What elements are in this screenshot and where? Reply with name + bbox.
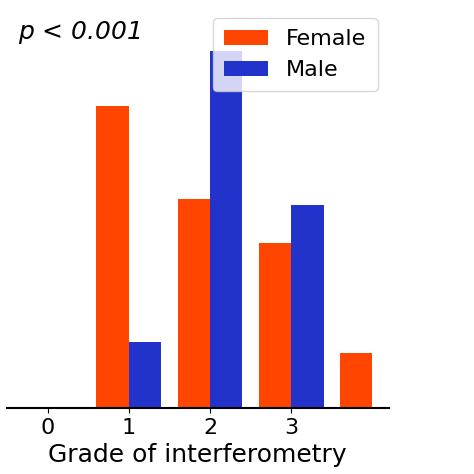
- Bar: [291, 205, 324, 408]
- Bar: [259, 243, 291, 408]
- Legend: Female, Male: Female, Male: [213, 18, 378, 91]
- X-axis label: Grade of interferometry: Grade of interferometry: [48, 443, 347, 467]
- Bar: [177, 199, 210, 408]
- Bar: [96, 106, 129, 408]
- Text: $p$ < 0.001: $p$ < 0.001: [18, 19, 141, 46]
- Bar: [210, 51, 243, 408]
- Bar: [340, 353, 373, 408]
- Bar: [129, 342, 161, 408]
